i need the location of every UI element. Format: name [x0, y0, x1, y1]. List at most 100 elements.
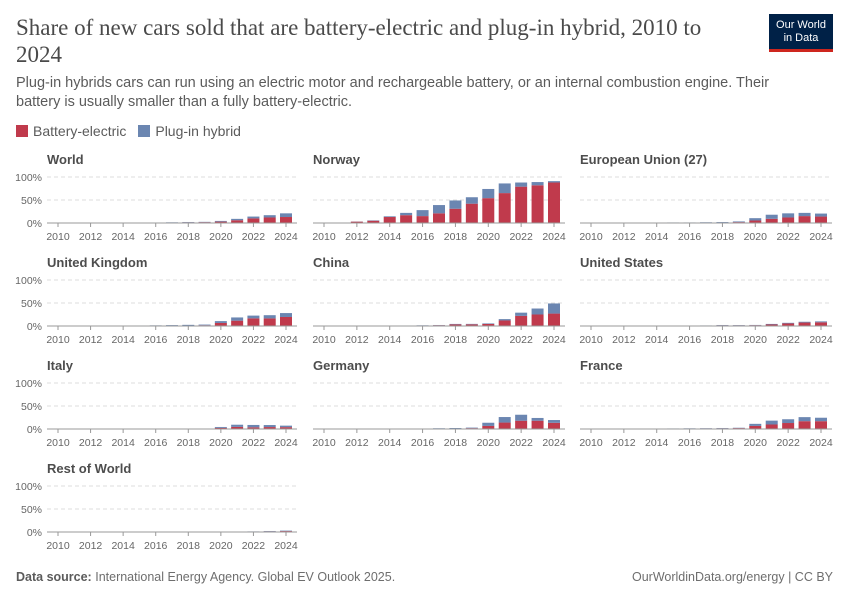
bar-battery-electric	[263, 427, 276, 429]
bar-battery-electric	[531, 314, 544, 326]
x-tick-label: 2024	[274, 540, 298, 552]
x-tick-label: 2012	[345, 231, 369, 243]
bar-plug-in-hybrid	[531, 417, 544, 421]
bar-plug-in-hybrid	[531, 308, 544, 315]
bar-plug-in-hybrid	[383, 216, 396, 218]
x-tick-label: 2022	[242, 437, 266, 449]
x-tick-label: 2022	[509, 437, 533, 449]
x-tick-label: 2010	[579, 437, 603, 449]
bar-plug-in-hybrid	[782, 419, 795, 424]
logo-line-1: Our World	[776, 19, 826, 31]
bar-plug-in-hybrid	[482, 422, 495, 426]
x-tick-label: 2024	[809, 334, 833, 346]
panel-title: Rest of World	[47, 461, 131, 476]
bar-battery-electric	[247, 318, 260, 326]
x-tick-label: 2020	[209, 437, 233, 449]
bar-battery-electric	[548, 422, 560, 429]
bar-plug-in-hybrid	[498, 319, 511, 321]
x-tick-label: 2020	[209, 540, 233, 552]
bar-battery-electric	[798, 216, 811, 223]
bar-plug-in-hybrid	[198, 324, 211, 326]
y-tick-label: 50%	[21, 298, 42, 310]
bar-battery-electric	[815, 322, 827, 326]
x-tick-label: 2022	[509, 231, 533, 243]
bar-battery-electric	[782, 323, 795, 326]
y-tick-label: 0%	[27, 218, 42, 230]
x-tick-label: 2022	[242, 231, 266, 243]
legend: Battery-electric Plug-in hybrid	[16, 123, 241, 139]
panel-title: United States	[580, 255, 663, 270]
bar-plug-in-hybrid	[247, 216, 260, 219]
bar-plug-in-hybrid	[782, 213, 795, 218]
x-tick-label: 2018	[444, 334, 468, 346]
bar-battery-electric	[531, 420, 544, 429]
bar-battery-electric	[765, 424, 778, 429]
bar-plug-in-hybrid	[263, 315, 276, 319]
bar-battery-electric	[498, 193, 511, 223]
license-link[interactable]: OurWorldinData.org/energy | CC BY	[631, 570, 833, 584]
x-tick-label: 2016	[678, 334, 702, 346]
x-tick-label: 2020	[744, 437, 768, 449]
bar-plug-in-hybrid	[815, 213, 827, 217]
owid-logo[interactable]: Our World in Data	[769, 14, 833, 52]
x-tick-label: 2022	[776, 231, 800, 243]
bar-battery-electric	[214, 427, 227, 429]
x-tick-label: 2016	[411, 231, 435, 243]
bar-battery-electric	[449, 208, 462, 223]
panel-title: Germany	[313, 358, 370, 373]
x-tick-label: 2018	[444, 437, 468, 449]
x-tick-label: 2010	[46, 334, 70, 346]
x-tick-label: 2018	[444, 231, 468, 243]
bar-plug-in-hybrid	[765, 214, 778, 219]
bar-battery-electric	[465, 203, 478, 223]
bar-battery-electric	[280, 316, 292, 326]
x-tick-label: 2014	[645, 334, 669, 346]
x-tick-label: 2012	[612, 334, 636, 346]
bar-plug-in-hybrid	[732, 221, 745, 223]
bar-battery-electric	[765, 324, 778, 326]
x-tick-label: 2010	[46, 437, 70, 449]
x-tick-label: 2022	[242, 334, 266, 346]
bar-plug-in-hybrid	[749, 218, 762, 221]
legend-item-plug-in-hybrid[interactable]: Plug-in hybrid	[138, 123, 241, 139]
x-tick-label: 2016	[144, 231, 168, 243]
bar-battery-electric	[815, 421, 827, 429]
bar-battery-electric	[765, 218, 778, 223]
panel-title: France	[580, 358, 623, 373]
bar-plug-in-hybrid	[247, 424, 260, 428]
x-tick-label: 2018	[711, 437, 735, 449]
chart-title: Share of new cars sold that are battery-…	[16, 15, 702, 67]
source-label: Data source:	[16, 570, 92, 584]
bar-plug-in-hybrid	[482, 323, 495, 324]
bar-plug-in-hybrid	[798, 321, 811, 323]
bar-plug-in-hybrid	[815, 417, 827, 422]
bar-battery-electric	[465, 324, 478, 326]
x-tick-label: 2016	[678, 437, 702, 449]
bar-battery-electric	[247, 427, 260, 429]
bar-battery-electric	[433, 213, 445, 223]
x-tick-label: 2018	[177, 231, 201, 243]
x-tick-label: 2012	[612, 437, 636, 449]
bar-plug-in-hybrid	[515, 182, 528, 187]
bar-battery-electric	[749, 220, 762, 223]
bar-plug-in-hybrid	[749, 423, 762, 426]
x-tick-label: 2024	[809, 437, 833, 449]
data-source: Data source: International Energy Agency…	[16, 570, 395, 584]
bar-plug-in-hybrid	[214, 321, 227, 323]
y-tick-label: 100%	[15, 275, 42, 287]
bar-plug-in-hybrid	[515, 414, 528, 421]
x-tick-label: 2020	[477, 334, 501, 346]
x-tick-label: 2010	[46, 231, 70, 243]
bar-battery-electric	[782, 217, 795, 223]
bar-plug-in-hybrid	[280, 313, 292, 317]
x-tick-label: 2016	[144, 437, 168, 449]
x-tick-label: 2014	[645, 231, 669, 243]
bar-plug-in-hybrid	[263, 215, 276, 218]
x-tick-label: 2024	[274, 334, 298, 346]
bar-battery-electric	[498, 422, 511, 429]
legend-item-battery-electric[interactable]: Battery-electric	[16, 123, 126, 139]
bar-plug-in-hybrid	[400, 212, 413, 216]
bar-battery-electric	[214, 322, 227, 326]
bar-battery-electric	[214, 221, 227, 223]
panel-title: United Kingdom	[47, 255, 147, 270]
